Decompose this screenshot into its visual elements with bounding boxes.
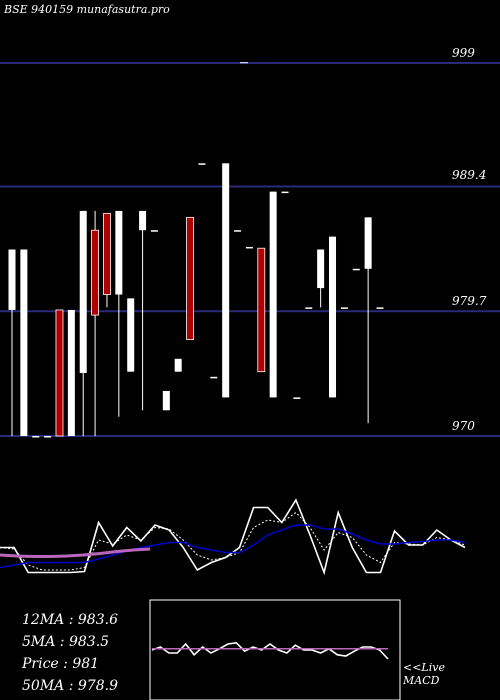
stat-50ma: 50MA : 978.9 xyxy=(22,678,118,694)
candle-body-22 xyxy=(269,191,277,398)
stat-50ma-label: 50MA : xyxy=(22,678,74,694)
candle-body-18 xyxy=(222,163,230,398)
y-tick-label-979: 979.7 xyxy=(452,294,487,308)
macd-live-link[interactable]: <<Live xyxy=(403,661,445,674)
macd-series-0 xyxy=(151,641,389,660)
stat-5ma-label: 5MA : xyxy=(22,634,65,650)
oscillator-series-3 xyxy=(0,547,151,558)
candle-body-3 xyxy=(44,436,52,438)
candle-body-5 xyxy=(67,309,75,436)
candle-body-12 xyxy=(150,230,158,232)
oscillator-series-2 xyxy=(0,524,466,569)
candle-body-0 xyxy=(8,249,16,310)
candle-body-15 xyxy=(186,216,194,340)
candle-body-11 xyxy=(139,210,147,231)
stat-12ma-label: 12MA : xyxy=(22,612,74,628)
candle-body-2 xyxy=(32,436,40,438)
candle-body-23 xyxy=(281,191,289,194)
macd-name-label: MACD xyxy=(403,674,440,687)
candle-body-8 xyxy=(103,213,111,295)
candle-body-29 xyxy=(352,268,360,271)
macd-panel-frame xyxy=(149,599,401,700)
candle-body-4 xyxy=(55,309,64,437)
stat-12ma-value: 983.6 xyxy=(77,612,118,628)
candle-body-19 xyxy=(234,230,242,232)
oscillator-series-0 xyxy=(0,498,466,576)
candle-body-20 xyxy=(245,246,253,249)
candle-body-16 xyxy=(198,163,206,165)
candle-body-25 xyxy=(305,307,313,309)
candle-body-31 xyxy=(376,307,384,309)
stat-price-label: Price : xyxy=(22,656,68,672)
stat-12ma: 12MA : 983.6 xyxy=(22,612,118,628)
candle-body-28 xyxy=(340,307,348,309)
y-tick-label-970: 970 xyxy=(452,419,475,433)
candle-body-9 xyxy=(115,210,123,295)
stat-50ma-value: 978.9 xyxy=(77,678,118,694)
candle-body-24 xyxy=(293,397,301,399)
candle-body-6 xyxy=(79,210,87,373)
candle-body-21 xyxy=(257,247,266,373)
candle-body-17 xyxy=(210,376,218,379)
chart-title: BSE 940159 munafasutra.pro xyxy=(4,3,170,16)
stat-price: Price : 981 xyxy=(22,656,99,672)
candle-body-26 xyxy=(317,249,325,289)
candle-body-10 xyxy=(127,298,135,372)
y-tick-label-999: 999 xyxy=(452,46,475,60)
candle-body-27 xyxy=(329,236,337,398)
stat-5ma-value: 983.5 xyxy=(68,634,110,650)
stat-price-value: 981 xyxy=(72,656,100,672)
candle-body-14 xyxy=(174,358,182,372)
candle-body-1 xyxy=(20,249,28,436)
candle-body-13 xyxy=(162,390,170,411)
candle-body-30 xyxy=(364,217,372,269)
oscillator-series-1 xyxy=(0,511,466,571)
candle-body-7 xyxy=(91,229,99,316)
stat-5ma: 5MA : 983.5 xyxy=(22,634,109,650)
y-tick-label-989: 989.4 xyxy=(452,168,487,182)
